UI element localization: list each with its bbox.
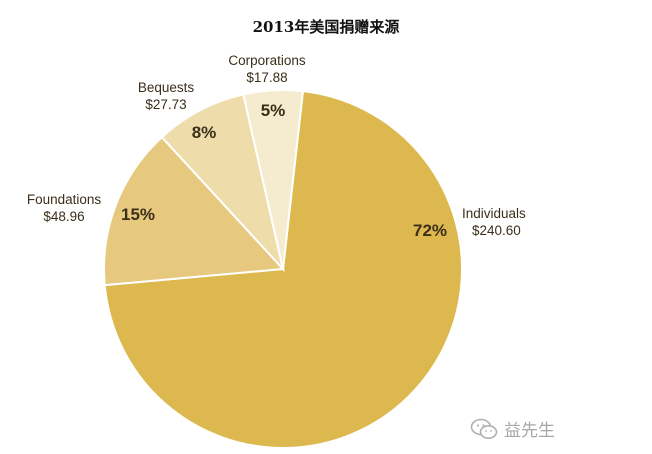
slice-value-label-corporations: $17.88 [246, 70, 287, 85]
watermark-text: 益先生 [504, 421, 555, 441]
pie-slice-foundations [103, 135, 286, 287]
percent-label-individuals: 72% [413, 221, 447, 240]
watermark: 益先生 [470, 416, 555, 441]
slice-value-label-bequests: $27.73 [145, 97, 186, 112]
pie-slice-corporations [242, 89, 305, 270]
slice-name-label-individuals: Individuals [462, 206, 526, 221]
slice-name-label-bequests: Bequests [138, 80, 195, 95]
percent-label-foundations: 15% [121, 205, 155, 224]
wechat-logo-icon [470, 418, 498, 439]
slice-name-label-corporations: Corporations [228, 53, 306, 68]
slice-name-label-foundations: Foundations [27, 192, 102, 207]
percent-label-bequests: 8% [192, 123, 217, 142]
percent-label-corporations: 5% [261, 101, 286, 120]
chart-title: 2013年美国捐赠来源 [252, 18, 400, 36]
slice-value-label-individuals: $240.60 [472, 223, 521, 238]
slice-value-label-foundations: $48.96 [43, 209, 84, 224]
